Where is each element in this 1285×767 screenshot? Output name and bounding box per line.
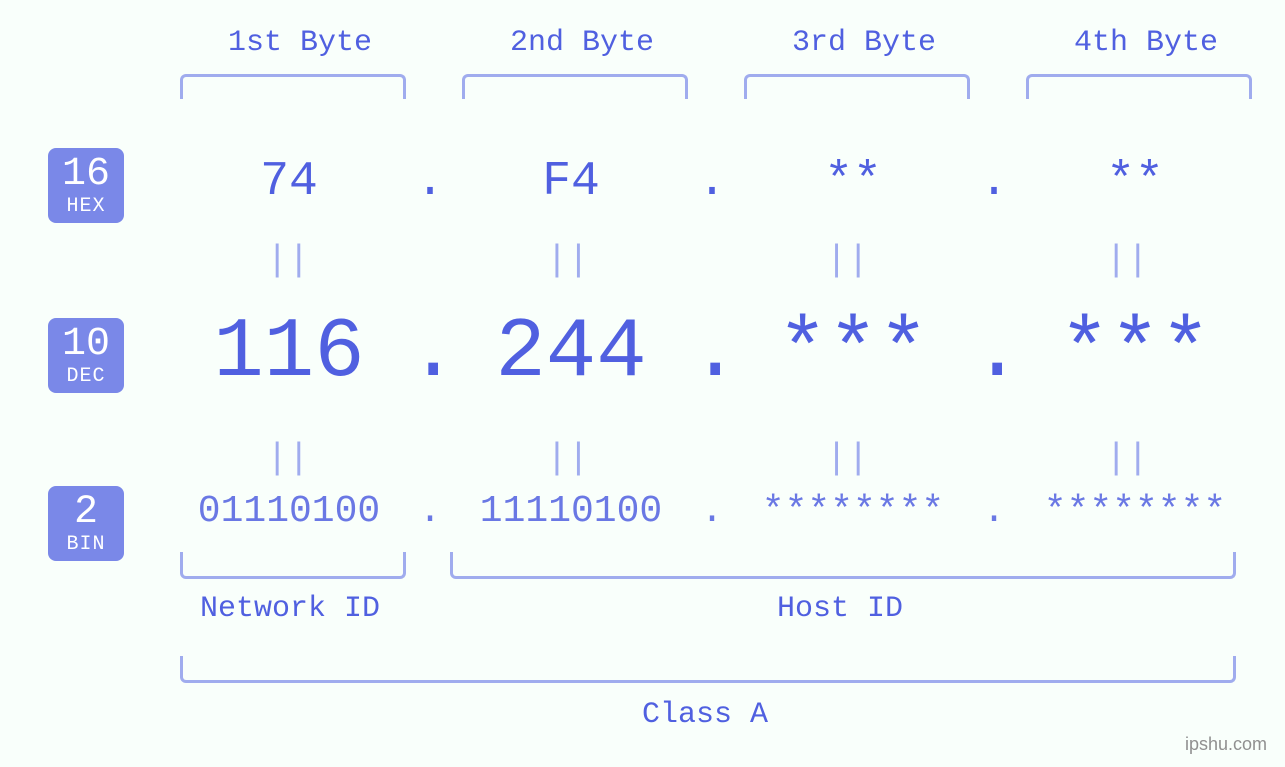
equals-1-3: || — [729, 240, 965, 281]
class-label: Class A — [180, 698, 1230, 732]
byte-header-1: 1st Byte — [170, 26, 430, 60]
bin-dot-1: . — [408, 490, 452, 533]
base-badge-hex: 16 HEX — [48, 148, 124, 223]
equals-2-2: || — [450, 438, 686, 479]
hex-byte-1: 74 — [170, 155, 408, 209]
host-id-bracket — [450, 552, 1236, 579]
dec-dot-1: . — [408, 306, 452, 401]
hex-byte-3: ** — [734, 155, 972, 209]
base-badge-dec-tag: DEC — [48, 366, 124, 387]
equals-row-dec-bin: || || || || — [170, 438, 1245, 479]
dec-byte-2: 244 — [452, 306, 690, 401]
equals-1-4: || — [1009, 240, 1245, 281]
equals-2-1: || — [170, 438, 406, 479]
watermark: ipshu.com — [1185, 734, 1267, 755]
base-badge-hex-num: 16 — [48, 154, 124, 196]
equals-2-4: || — [1009, 438, 1245, 479]
hex-byte-2: F4 — [452, 155, 690, 209]
byte-header-3: 3rd Byte — [734, 26, 994, 60]
host-id-label: Host ID — [450, 592, 1230, 626]
hex-dot-3: . — [972, 155, 1016, 209]
dec-byte-1: 116 — [170, 306, 408, 401]
base-badge-dec: 10 DEC — [48, 318, 124, 393]
base-badge-bin: 2 BIN — [48, 486, 124, 561]
class-bracket — [180, 656, 1236, 683]
hex-dot-1: . — [408, 155, 452, 209]
base-badge-dec-num: 10 — [48, 324, 124, 366]
network-id-bracket — [180, 552, 406, 579]
row-hex: 74 . F4 . ** . ** — [170, 155, 1245, 209]
equals-row-hex-dec: || || || || — [170, 240, 1245, 281]
dec-dot-3: . — [972, 306, 1016, 401]
byte-header-2: 2nd Byte — [452, 26, 712, 60]
byte-bracket-4 — [1026, 74, 1252, 99]
base-badge-hex-tag: HEX — [48, 196, 124, 217]
bin-byte-3: ******** — [734, 490, 972, 533]
equals-1-1: || — [170, 240, 406, 281]
byte-header-4: 4th Byte — [1016, 26, 1276, 60]
hex-byte-4: ** — [1016, 155, 1254, 209]
bin-byte-4: ******** — [1016, 490, 1254, 533]
bin-byte-2: 11110100 — [452, 490, 690, 533]
byte-bracket-2 — [462, 74, 688, 99]
dec-dot-2: . — [690, 306, 734, 401]
row-dec: 116 . 244 . *** . *** — [170, 306, 1245, 401]
equals-1-2: || — [450, 240, 686, 281]
base-badge-bin-tag: BIN — [48, 534, 124, 555]
bin-dot-2: . — [690, 490, 734, 533]
bin-dot-3: . — [972, 490, 1016, 533]
base-badge-bin-num: 2 — [48, 492, 124, 534]
byte-bracket-3 — [744, 74, 970, 99]
dec-byte-3: *** — [734, 306, 972, 401]
hex-dot-2: . — [690, 155, 734, 209]
row-bin: 01110100 . 11110100 . ******** . *******… — [170, 490, 1245, 533]
ip-bytes-diagram: 1st Byte 2nd Byte 3rd Byte 4th Byte 16 H… — [0, 0, 1285, 767]
byte-bracket-1 — [180, 74, 406, 99]
network-id-label: Network ID — [180, 592, 400, 626]
bin-byte-1: 01110100 — [170, 490, 408, 533]
dec-byte-4: *** — [1016, 306, 1254, 401]
equals-2-3: || — [729, 438, 965, 479]
